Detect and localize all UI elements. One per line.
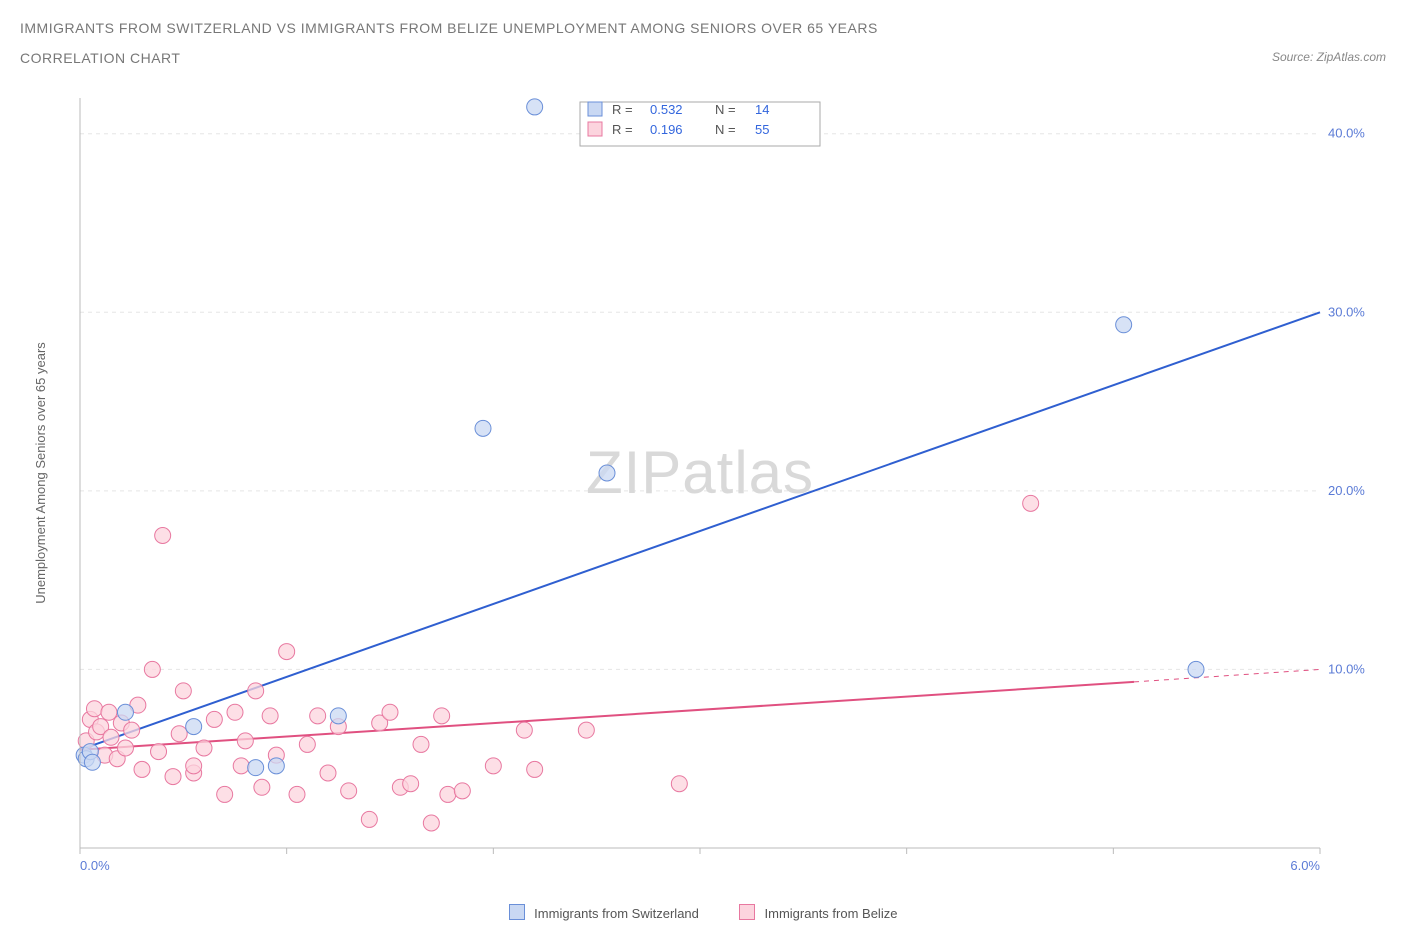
chart-title-line2: CORRELATION CHART [20, 50, 878, 66]
svg-text:R =: R = [612, 102, 633, 117]
svg-text:6.0%: 6.0% [1290, 858, 1320, 873]
svg-text:R =: R = [612, 122, 633, 137]
svg-text:30.0%: 30.0% [1328, 304, 1365, 319]
svg-text:0.196: 0.196 [650, 122, 683, 137]
svg-text:14: 14 [755, 102, 769, 117]
svg-text:40.0%: 40.0% [1328, 126, 1365, 141]
legend-item-belize: Immigrants from Belize [739, 904, 898, 921]
svg-text:0.0%: 0.0% [80, 858, 110, 873]
source-label: Source: [1272, 50, 1317, 64]
header: IMMIGRANTS FROM SWITZERLAND VS IMMIGRANT… [20, 20, 1386, 80]
correlation-chart: ZIPatlas 0.0% 6.0% 10.0% 20.0% 30.0% 40.0% Unem… [20, 88, 1386, 898]
legend-label-switzerland: Immigrants from Switzerland [534, 906, 699, 921]
svg-text:Unemployment Among Seniors ove: Unemployment Among Seniors over 65 years [33, 342, 48, 604]
svg-text:ZIPatlas: ZIPatlas [586, 439, 814, 506]
chart-svg: ZIPatlas 0.0% 6.0% 10.0% 20.0% 30.0% 40.0% Unem… [20, 88, 1386, 898]
svg-text:55: 55 [755, 122, 769, 137]
svg-text:10.0%: 10.0% [1328, 661, 1365, 676]
legend-swatch-switzerland [509, 904, 525, 920]
svg-text:20.0%: 20.0% [1328, 483, 1365, 498]
svg-text:N =: N = [715, 102, 736, 117]
legend-swatch-belize [739, 904, 755, 920]
chart-title-line1: IMMIGRANTS FROM SWITZERLAND VS IMMIGRANT… [20, 20, 878, 36]
source-attribution: Source: ZipAtlas.com [1272, 50, 1386, 64]
legend-label-belize: Immigrants from Belize [765, 906, 898, 921]
svg-text:0.532: 0.532 [650, 102, 683, 117]
source-value: ZipAtlas.com [1317, 50, 1386, 64]
bottom-legend: Immigrants from Switzerland Immigrants f… [20, 904, 1386, 921]
title-block: IMMIGRANTS FROM SWITZERLAND VS IMMIGRANT… [20, 20, 878, 80]
legend-item-switzerland: Immigrants from Switzerland [509, 904, 699, 921]
svg-text:N =: N = [715, 122, 736, 137]
